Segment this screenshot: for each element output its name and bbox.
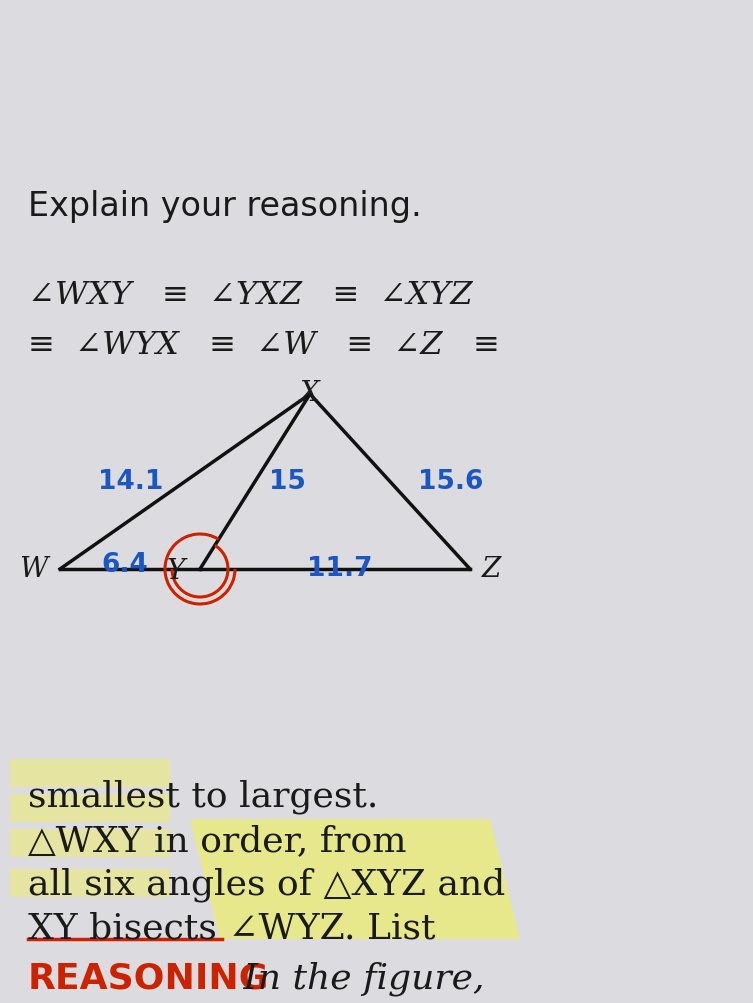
Polygon shape	[190, 819, 520, 939]
Text: 11.7: 11.7	[307, 556, 373, 582]
Polygon shape	[10, 870, 170, 897]
Text: REASONING: REASONING	[28, 961, 270, 995]
Text: ∠WXY   ≡  ∠YXZ   ≡  ∠XYZ: ∠WXY ≡ ∠YXZ ≡ ∠XYZ	[28, 280, 473, 311]
Text: 15: 15	[269, 469, 306, 495]
Text: XY bisects ∠WYZ. List: XY bisects ∠WYZ. List	[28, 911, 435, 945]
Polygon shape	[10, 759, 170, 787]
Text: Y: Y	[166, 558, 185, 585]
Text: Explain your reasoning.: Explain your reasoning.	[28, 190, 422, 223]
Text: △WXY in order, from: △WXY in order, from	[28, 823, 407, 858]
Text: ≡  ∠WYX   ≡  ∠W   ≡  ∠Z   ≡: ≡ ∠WYX ≡ ∠W ≡ ∠Z ≡	[28, 330, 500, 361]
Text: Z: Z	[482, 556, 501, 583]
Text: smallest to largest.: smallest to largest.	[28, 779, 378, 813]
Text: W: W	[20, 556, 48, 583]
Polygon shape	[10, 794, 170, 822]
Text: In the figure,: In the figure,	[232, 961, 484, 996]
Text: X: X	[300, 379, 320, 406]
Polygon shape	[10, 829, 170, 858]
Text: 15.6: 15.6	[418, 469, 483, 495]
Text: 14.1: 14.1	[98, 469, 163, 495]
Text: all six angles of △XYZ and: all six angles of △XYZ and	[28, 868, 505, 902]
Text: 6.4: 6.4	[102, 552, 148, 578]
